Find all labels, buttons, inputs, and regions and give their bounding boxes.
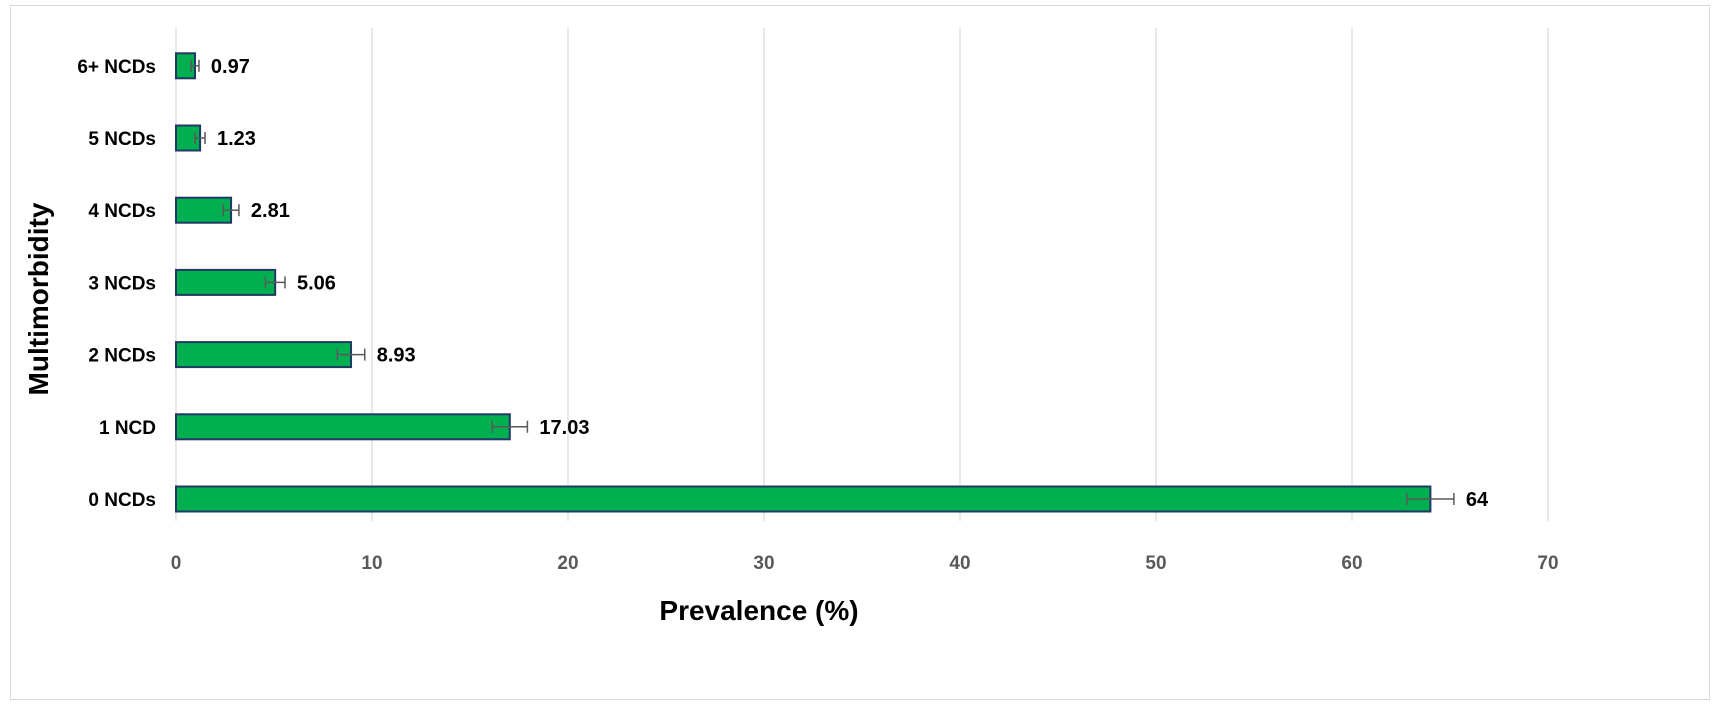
data-label: 8.93 [377, 345, 416, 367]
x-tick-label: 20 [557, 553, 578, 574]
bar [175, 485, 1432, 513]
gridlines [175, 28, 1549, 521]
category-label: 3 NCDs [88, 273, 156, 294]
x-tick-label: 40 [949, 553, 970, 574]
bar [175, 341, 353, 369]
y-axis-title: Multimorbidity [23, 202, 54, 395]
labels: 0 10 20 30 40 50 60 70 0 NCDs 64 1 NCD 17.03 2 NCDs 8… [77, 56, 1558, 574]
x-tick-label: 70 [1537, 553, 1558, 574]
x-tick-label: 30 [753, 553, 774, 574]
data-label: 1.23 [217, 128, 256, 150]
bars [175, 52, 1455, 513]
chart-frame: 0 10 20 30 40 50 60 70 0 NCDs 64 1 NCD 17.03 2 NCDs 8… [10, 5, 1710, 700]
data-label: 2.81 [251, 200, 290, 222]
category-label: 5 NCDs [88, 129, 156, 150]
data-label: 0.97 [211, 56, 250, 78]
x-axis-title: Prevalence (%) [659, 595, 858, 626]
category-label: 6+ NCDs [77, 57, 156, 78]
bar-chart: 0 10 20 30 40 50 60 70 0 NCDs 64 1 NCD 17.03 2 NCDs 8… [23, 28, 1559, 626]
x-tick-label: 60 [1341, 553, 1362, 574]
category-label: 4 NCDs [88, 201, 156, 222]
x-tick-label: 50 [1145, 553, 1166, 574]
category-label: 0 NCDs [88, 490, 156, 511]
x-tick-label: 0 [171, 553, 182, 574]
data-label: 64 [1466, 489, 1489, 511]
x-tick-label: 10 [361, 553, 382, 574]
data-label: 17.03 [539, 417, 589, 439]
bar [175, 268, 277, 296]
category-label: 1 NCD [99, 418, 156, 439]
bar [175, 196, 233, 224]
category-label: 2 NCDs [88, 346, 156, 367]
data-label: 5.06 [297, 272, 336, 294]
bar [175, 413, 511, 441]
